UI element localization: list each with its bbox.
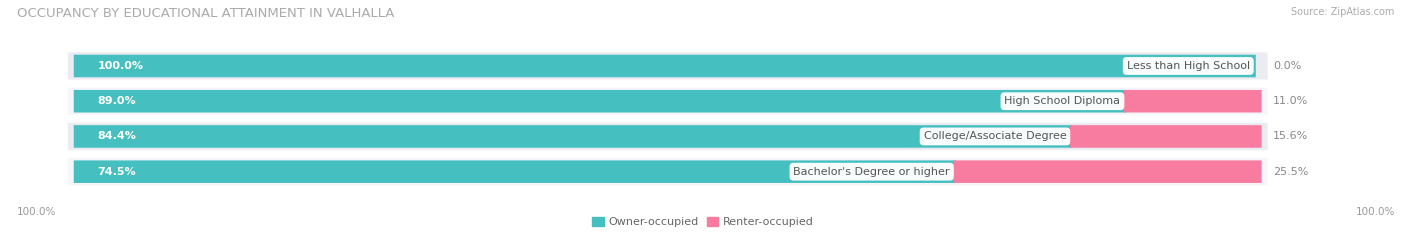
Text: High School Diploma: High School Diploma <box>1004 96 1121 106</box>
Text: 89.0%: 89.0% <box>97 96 136 106</box>
FancyBboxPatch shape <box>73 125 1073 148</box>
FancyBboxPatch shape <box>73 90 1126 113</box>
Text: 74.5%: 74.5% <box>97 167 136 177</box>
Text: Less than High School: Less than High School <box>1126 61 1250 71</box>
FancyBboxPatch shape <box>1070 125 1261 148</box>
Text: 15.6%: 15.6% <box>1274 131 1309 141</box>
FancyBboxPatch shape <box>73 160 956 183</box>
Text: 0.0%: 0.0% <box>1274 61 1302 71</box>
Text: 100.0%: 100.0% <box>17 207 56 217</box>
FancyBboxPatch shape <box>953 160 1261 183</box>
FancyBboxPatch shape <box>67 158 1268 185</box>
FancyBboxPatch shape <box>67 88 1268 115</box>
FancyBboxPatch shape <box>67 52 1268 79</box>
Text: OCCUPANCY BY EDUCATIONAL ATTAINMENT IN VALHALLA: OCCUPANCY BY EDUCATIONAL ATTAINMENT IN V… <box>17 7 394 20</box>
Text: 100.0%: 100.0% <box>1355 207 1395 217</box>
FancyBboxPatch shape <box>67 123 1268 150</box>
Text: Bachelor's Degree or higher: Bachelor's Degree or higher <box>793 167 950 177</box>
FancyBboxPatch shape <box>1123 90 1261 113</box>
Text: 84.4%: 84.4% <box>97 131 136 141</box>
Text: 11.0%: 11.0% <box>1274 96 1309 106</box>
Legend: Owner-occupied, Renter-occupied: Owner-occupied, Renter-occupied <box>592 217 814 227</box>
Text: 25.5%: 25.5% <box>1274 167 1309 177</box>
FancyBboxPatch shape <box>73 55 1256 77</box>
Text: Source: ZipAtlas.com: Source: ZipAtlas.com <box>1291 7 1395 17</box>
Text: College/Associate Degree: College/Associate Degree <box>924 131 1066 141</box>
Text: 100.0%: 100.0% <box>97 61 143 71</box>
